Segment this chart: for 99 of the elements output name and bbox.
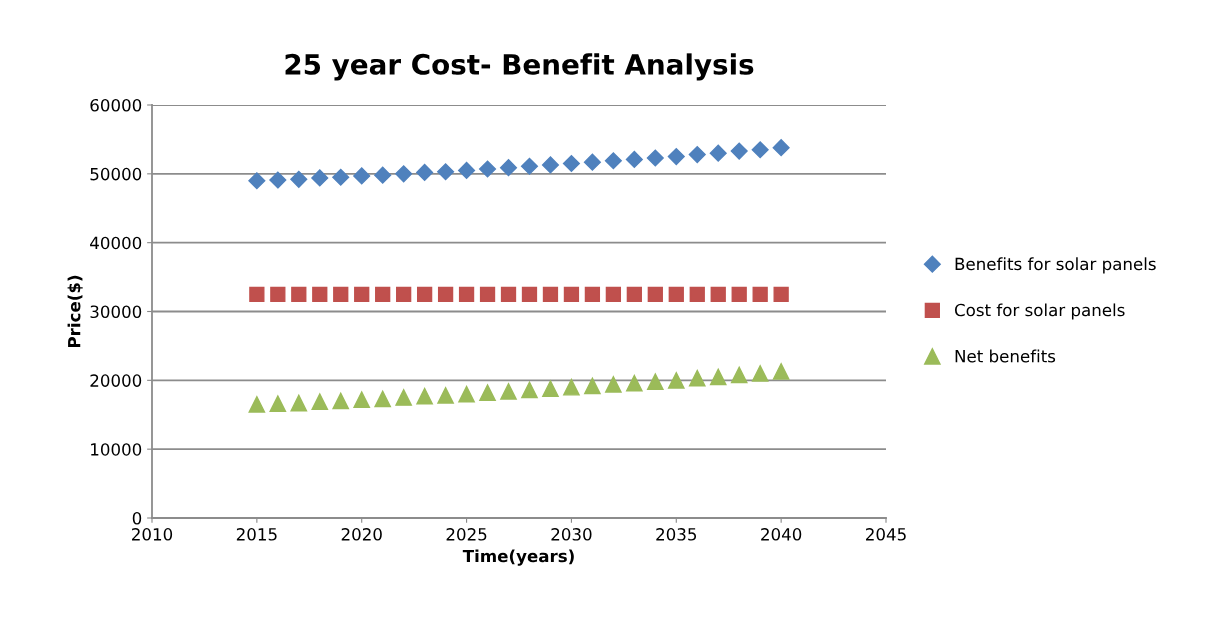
- point: [583, 153, 601, 171]
- point: [458, 161, 476, 179]
- point: [646, 373, 664, 391]
- point: [646, 149, 664, 167]
- point: [332, 168, 350, 186]
- point: [772, 363, 790, 380]
- point: [437, 163, 455, 181]
- point: [688, 146, 706, 164]
- point: [773, 286, 789, 302]
- point: [709, 368, 727, 386]
- point: [562, 154, 580, 173]
- point: [563, 378, 580, 396]
- point: [521, 286, 538, 302]
- point: [647, 286, 663, 302]
- point: [353, 391, 371, 408]
- point: [772, 139, 790, 157]
- x-tick-label: 2015: [236, 528, 277, 541]
- point: [269, 171, 287, 189]
- point: [290, 394, 308, 412]
- point: [396, 286, 412, 302]
- legend-label: Cost for solar panels: [954, 303, 1125, 320]
- x-axis-title: Time(years): [462, 549, 574, 566]
- point: [416, 387, 433, 405]
- point: [354, 286, 370, 302]
- point: [311, 169, 329, 187]
- y-axis-title: Price($): [67, 275, 83, 348]
- chart-title: 25 year Cost- Benefit Analysis: [285, 53, 754, 81]
- point: [688, 369, 706, 387]
- point: [710, 286, 726, 302]
- point: [478, 160, 497, 178]
- point: [584, 377, 601, 395]
- point: [751, 365, 769, 382]
- point: [437, 286, 454, 302]
- y-tick-label: 0: [132, 511, 142, 525]
- point: [521, 381, 538, 399]
- x-tick-label: 2035: [656, 528, 697, 541]
- point: [626, 286, 642, 302]
- point: [709, 144, 727, 162]
- x-tick-label: 2040: [761, 528, 802, 541]
- point: [353, 167, 371, 185]
- point: [667, 371, 685, 389]
- y-tick-label: 20000: [90, 374, 142, 387]
- point: [312, 286, 328, 302]
- point: [730, 142, 748, 160]
- point: [626, 374, 643, 392]
- point: [458, 385, 475, 403]
- point: [416, 163, 434, 182]
- point: [625, 150, 643, 168]
- point: [479, 384, 496, 402]
- point: [269, 395, 287, 413]
- point: [520, 157, 539, 175]
- legend-label: Benefits for solar panels: [955, 257, 1156, 274]
- point: [332, 392, 350, 410]
- x-tick-label: 2020: [341, 528, 382, 541]
- y-tick-label: 30000: [90, 305, 142, 319]
- point: [249, 286, 265, 302]
- point: [730, 366, 748, 384]
- point: [542, 380, 559, 397]
- point: [689, 286, 705, 302]
- point: [395, 389, 412, 406]
- point: [751, 141, 769, 159]
- point: [604, 152, 622, 170]
- point: [270, 286, 286, 302]
- point: [374, 166, 392, 184]
- y-tick-label: 60000: [90, 98, 142, 112]
- point: [437, 387, 454, 404]
- x-tick-label: 2045: [866, 528, 906, 541]
- point: [500, 286, 517, 302]
- point: [668, 286, 684, 302]
- point: [542, 286, 559, 302]
- point: [752, 286, 768, 302]
- legend-label: Net benefits: [955, 349, 1056, 363]
- x-tick-label: 2030: [551, 528, 592, 541]
- x-tick-label: 2010: [132, 528, 173, 541]
- point: [499, 159, 518, 177]
- point: [375, 286, 391, 302]
- point: [605, 286, 622, 302]
- point: [541, 156, 560, 174]
- point: [584, 286, 601, 302]
- point: [563, 286, 580, 302]
- y-tick-label: 40000: [90, 236, 142, 250]
- x-tick-label: 2025: [446, 528, 487, 541]
- point: [605, 376, 622, 393]
- point: [291, 286, 307, 302]
- point: [416, 286, 433, 302]
- point: [479, 286, 496, 302]
- point: [500, 383, 517, 400]
- y-tick-label: 10000: [91, 443, 142, 456]
- point: [311, 393, 329, 411]
- point: [290, 170, 308, 188]
- point: [731, 286, 747, 302]
- point: [374, 390, 392, 408]
- point: [248, 172, 266, 190]
- point: [248, 396, 266, 413]
- point: [395, 165, 413, 183]
- point: [667, 148, 685, 166]
- y-tick-label: 50000: [90, 167, 142, 181]
- point: [458, 286, 475, 302]
- point: [333, 286, 349, 302]
